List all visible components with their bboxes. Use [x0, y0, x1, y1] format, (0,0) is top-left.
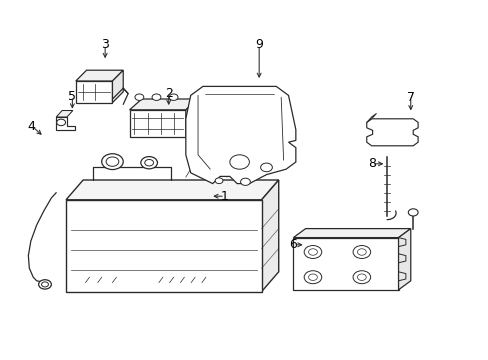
- Circle shape: [357, 249, 366, 255]
- Text: 2: 2: [164, 87, 172, 100]
- Polygon shape: [66, 180, 278, 200]
- Circle shape: [106, 157, 119, 166]
- Circle shape: [144, 159, 153, 166]
- Circle shape: [169, 94, 178, 100]
- Circle shape: [308, 249, 317, 255]
- Polygon shape: [56, 111, 73, 117]
- Polygon shape: [185, 99, 198, 137]
- Circle shape: [357, 274, 366, 280]
- Polygon shape: [66, 200, 261, 292]
- Polygon shape: [129, 110, 185, 137]
- Circle shape: [260, 163, 272, 172]
- Polygon shape: [366, 119, 417, 146]
- Circle shape: [352, 246, 370, 258]
- Text: 8: 8: [367, 157, 375, 170]
- Text: 1: 1: [221, 190, 228, 203]
- Circle shape: [39, 280, 51, 289]
- Polygon shape: [398, 229, 410, 290]
- Text: 7: 7: [406, 91, 414, 104]
- Polygon shape: [129, 99, 198, 110]
- Polygon shape: [76, 70, 123, 81]
- Circle shape: [215, 178, 223, 184]
- Circle shape: [229, 155, 249, 169]
- Polygon shape: [293, 238, 398, 290]
- Circle shape: [141, 157, 157, 169]
- FancyBboxPatch shape: [96, 83, 110, 101]
- Circle shape: [57, 119, 65, 126]
- Circle shape: [308, 274, 317, 280]
- Text: 4: 4: [28, 120, 36, 132]
- Polygon shape: [261, 180, 278, 292]
- Polygon shape: [112, 70, 123, 103]
- Polygon shape: [185, 86, 295, 184]
- Polygon shape: [293, 229, 410, 238]
- Text: 9: 9: [255, 39, 263, 51]
- Text: 6: 6: [289, 238, 297, 251]
- Circle shape: [135, 94, 143, 100]
- Circle shape: [102, 154, 123, 170]
- Polygon shape: [56, 117, 75, 130]
- Circle shape: [304, 246, 321, 258]
- Circle shape: [152, 94, 161, 100]
- Circle shape: [352, 271, 370, 284]
- Circle shape: [304, 271, 321, 284]
- Circle shape: [41, 282, 48, 287]
- Text: 3: 3: [101, 39, 109, 51]
- Circle shape: [407, 209, 417, 216]
- Circle shape: [240, 178, 250, 185]
- Polygon shape: [366, 113, 376, 122]
- Text: 5: 5: [68, 90, 76, 103]
- Polygon shape: [76, 81, 112, 103]
